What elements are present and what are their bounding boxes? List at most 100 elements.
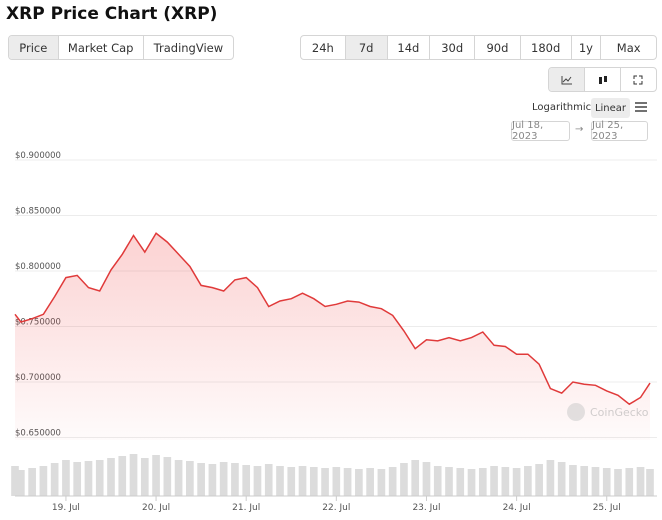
x-tick-label: 21. Jul [232,503,260,513]
x-tick-label: 25. Jul [593,503,621,513]
volume-bar [591,467,600,496]
volume-bar [433,466,442,496]
volume-bar [321,468,329,496]
x-tick-label: 22. Jul [322,503,350,513]
x-tick-label: 23. Jul [412,503,440,513]
volume-bar [636,467,645,496]
range-tabs: 24h 7d 14d 30d 90d 180d 1y Max [300,35,657,60]
candle-icon [598,75,607,84]
volume-bar [208,464,217,496]
volume-bar [28,468,36,496]
volume-bar [107,458,115,496]
x-tick-label: 24. Jul [503,503,531,513]
volume-bar [197,463,205,496]
range[interactable]: 24h [301,36,346,59]
volume-bar [411,460,420,496]
volume-bar [625,468,634,496]
volume-bar [163,457,172,496]
volume-bar [118,456,127,496]
y-tick-label: $0.800000 [15,262,61,272]
volume-bar [186,461,194,496]
watermark: CoinGecko [567,403,649,421]
date-to[interactable]: Jul 25, 2023 [591,120,648,142]
watermark-text: CoinGecko [590,406,649,419]
date-arrow: → [575,124,584,135]
range[interactable]: 30d [430,36,476,59]
range[interactable]: 1y [572,36,602,59]
volume-bar [456,468,465,496]
volume-bar [355,469,363,496]
volume-bar [512,468,521,496]
volume-bar [231,463,239,496]
volume-bar [445,467,453,496]
volume-bar [535,464,543,496]
line-mode-button[interactable] [549,68,586,91]
volume-bar [17,470,25,496]
volume-bar [62,460,70,496]
volume-bar [264,464,273,496]
price-line [14,232,651,406]
volume-bar [501,467,510,496]
range[interactable]: Max [616,40,641,55]
range[interactable]: 90d [475,36,521,59]
volume-bar [287,467,296,496]
chart-mode [548,67,657,92]
volume-bar [422,462,431,496]
volume-bar [332,467,341,496]
volume-bar [343,468,352,496]
tab[interactable]: Market Cap [59,36,144,59]
volume-bar [478,468,487,496]
volume-bar [129,454,138,496]
view-tabs: Price Market Cap TradingView [8,35,234,60]
volume-bar [490,466,498,496]
candle-mode-button[interactable] [585,68,621,91]
volume-bar [50,463,59,496]
fullscreen-button[interactable] [621,68,656,91]
volume-bar [377,469,386,496]
y-tick-label: $0.900000 [15,151,61,161]
range[interactable]: 180d [521,36,572,59]
chart-title: XRP Price Chart (XRP) [6,4,218,24]
volume-bar [73,462,82,496]
volume-bar [174,460,183,496]
y-tick-label: $0.850000 [15,206,61,216]
volume-bar [309,467,318,496]
menu-icon[interactable] [634,101,648,113]
volume-bar [276,466,284,496]
tab[interactable]: TradingView [153,40,224,55]
volume-bar [152,455,160,496]
volume-bar [253,466,262,496]
date-from[interactable]: Jul 18, 2023 [511,120,570,142]
volume-bar [614,469,622,496]
linear-option[interactable]: Linear [591,98,630,118]
volume-bar [388,467,397,496]
volume-bar [84,461,93,496]
volume-bar [546,460,555,496]
volume-bar [400,463,408,496]
expand-icon [633,75,643,84]
tab[interactable]: Price [9,36,59,59]
line-icon [561,75,572,84]
x-tick-label: 20. Jul [142,503,170,513]
volume-bar [140,458,149,496]
volume-bar [646,469,654,496]
volume-bar [39,466,48,496]
volume-bar [242,465,251,496]
range[interactable]: 7d [345,36,388,59]
range[interactable]: 14d [388,36,431,59]
volume-bar [11,466,19,496]
x-tick-label: 19. Jul [52,503,80,513]
volume-bar [580,466,589,496]
log-option[interactable]: Logarithmic [532,102,592,113]
area [15,233,650,440]
volume-bar [366,468,374,496]
volume-bar [298,466,307,496]
volume-bar [95,460,104,496]
volume-bar [524,466,532,496]
volume-bar [467,469,476,496]
volume-bar [219,462,228,496]
volume-bar [602,468,611,496]
volume-bar [557,462,566,496]
